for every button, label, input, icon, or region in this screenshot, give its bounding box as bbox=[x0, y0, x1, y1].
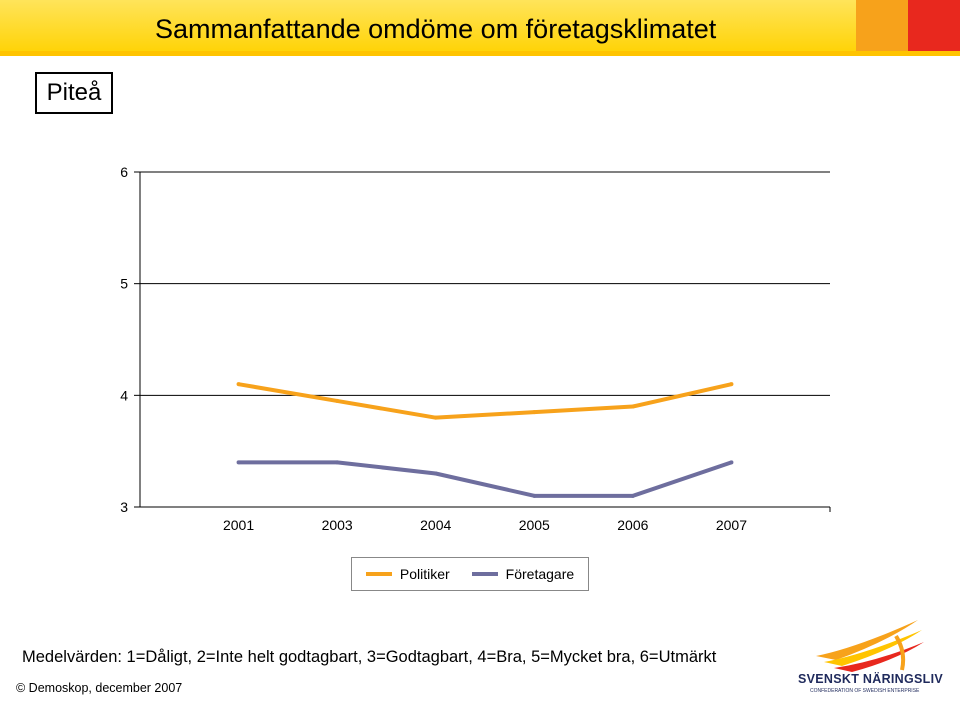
legend-label-politiker: Politiker bbox=[399, 566, 450, 582]
data-point bbox=[335, 460, 340, 465]
chart-legend: Politiker Företagare bbox=[351, 557, 589, 591]
title-bar-stripe bbox=[0, 51, 960, 56]
y-tick-label: 5 bbox=[120, 276, 128, 292]
data-point bbox=[630, 404, 635, 409]
series-line-1 bbox=[238, 460, 733, 498]
legend-label-foretagare: Företagare bbox=[505, 566, 575, 582]
y-tick-label: 4 bbox=[120, 387, 128, 403]
title-bar-red-block bbox=[908, 0, 960, 56]
x-tick-label: 2004 bbox=[420, 517, 451, 533]
data-point bbox=[433, 415, 438, 420]
scale-caption: Medelvärden: 1=Dåligt, 2=Inte helt godta… bbox=[22, 648, 717, 666]
page-title: Sammanfattande omdöme om företagsklimate… bbox=[155, 14, 717, 44]
data-point bbox=[335, 398, 340, 403]
x-tick-label: 2003 bbox=[322, 517, 353, 533]
data-point bbox=[236, 460, 241, 465]
legend-item-foretagare: Företagare bbox=[471, 566, 575, 582]
logo-wordmark: SVENSKT NÄRINGSLIV bbox=[798, 672, 943, 686]
legend-swatch-foretagare bbox=[471, 572, 498, 576]
logo-flame-icon bbox=[816, 620, 924, 672]
legend-item-politiker: Politiker bbox=[365, 566, 450, 582]
legend-swatch-politiker bbox=[365, 572, 392, 576]
data-point bbox=[532, 410, 537, 415]
x-tick-label: 2007 bbox=[716, 517, 747, 533]
y-tick-label: 3 bbox=[120, 499, 128, 515]
y-tick-label: 6 bbox=[120, 164, 128, 180]
data-point bbox=[630, 493, 635, 498]
x-tick-label: 2001 bbox=[223, 517, 254, 533]
region-label: Piteå bbox=[35, 72, 113, 114]
data-point bbox=[729, 382, 734, 387]
copyright-note: © Demoskop, december 2007 bbox=[16, 681, 183, 695]
title-bar bbox=[0, 0, 960, 56]
logo-subtext: CONFEDERATION OF SWEDISH ENTERPRISE bbox=[810, 688, 920, 694]
title-bar-orange-block bbox=[856, 0, 908, 56]
line-chart: 3 4 5 6 2001 2003 2004 2005 2006 2007 bbox=[120, 164, 831, 533]
x-tick-label: 2006 bbox=[617, 517, 648, 533]
data-point bbox=[433, 471, 438, 476]
data-point bbox=[532, 493, 537, 498]
data-point bbox=[729, 460, 734, 465]
svenskt-naringsliv-logo: SVENSKT NÄRINGSLIV CONFEDERATION OF SWED… bbox=[796, 616, 946, 696]
data-point bbox=[236, 382, 241, 387]
series-line-0 bbox=[238, 382, 732, 420]
x-tick-label: 2005 bbox=[519, 517, 550, 533]
